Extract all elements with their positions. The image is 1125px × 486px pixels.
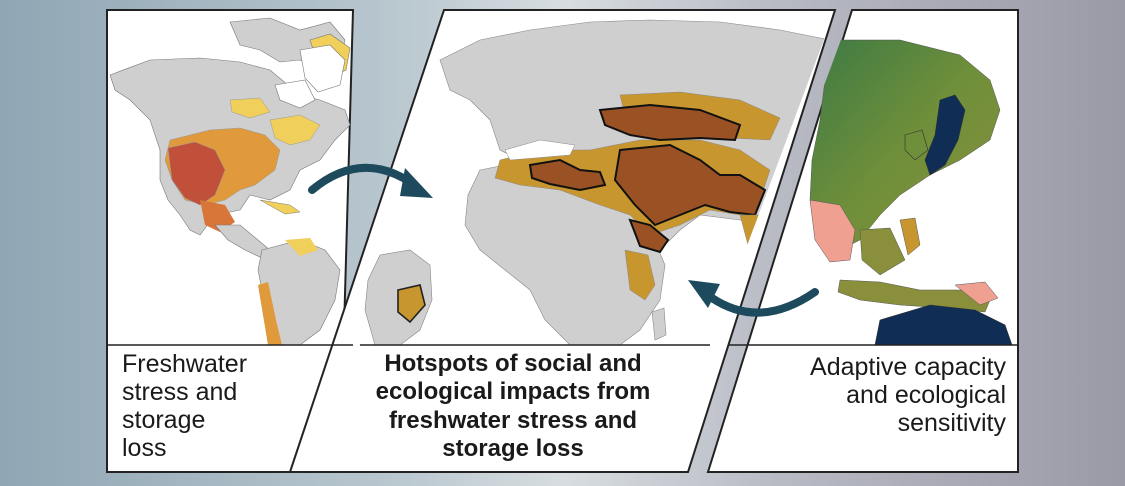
right-caption-line: sensitivity [897,409,1006,437]
left-panel [106,9,355,473]
center-panel [288,9,837,473]
right-panel-caption: Adaptive capacity and ecological sensiti… [760,353,1006,437]
left-caption-line: loss [122,434,167,462]
left-panel-caption: Freshwater stress and storage loss [122,350,302,462]
north-america-map [109,17,351,345]
center-caption-line: Hotspots of social and [384,350,642,377]
center-panel-caption: Hotspots of social and ecological impact… [318,350,708,463]
right-caption-line: and ecological [846,381,1006,409]
center-caption-line: freshwater stress and [388,406,638,434]
right-panel [706,9,1019,473]
arrow-right-to-center [688,280,819,317]
asia-pacific-map [809,39,1013,345]
center-caption-line: ecological impacts from [375,378,651,406]
arrow-left-to-center [308,163,433,198]
center-caption-line: storage loss [442,434,584,462]
right-caption-line: Adaptive capacity [810,353,1006,381]
left-caption-line: storage [122,406,206,434]
africa-asia-map [364,19,831,345]
left-caption-line: Freshwater [122,350,248,378]
left-caption-line: stress and [122,378,238,406]
